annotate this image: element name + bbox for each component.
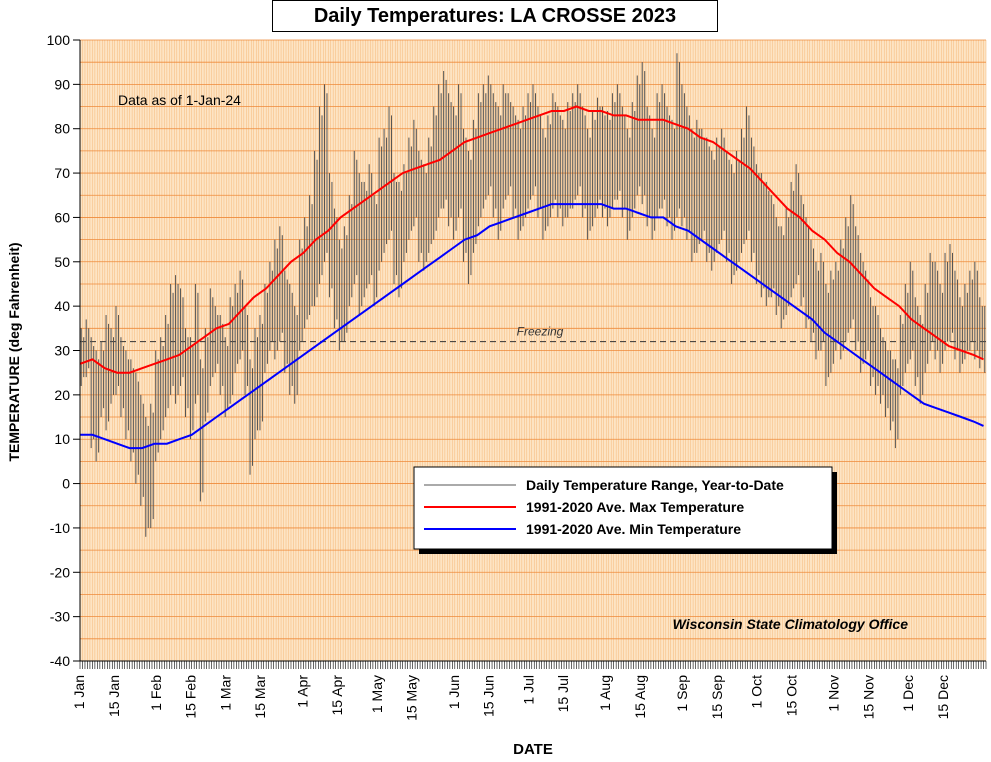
credit-annotation: Wisconsin State Climatology Office — [673, 616, 909, 632]
freezing-label: Freezing — [517, 325, 564, 339]
x-tick-label: 15 Apr — [329, 675, 345, 716]
x-tick-label: 1 Nov — [826, 675, 842, 712]
y-tick-label: 50 — [54, 254, 70, 270]
y-tick-label: 100 — [47, 32, 71, 48]
y-tick-label: 90 — [54, 76, 70, 92]
x-tick-label: 15 Jun — [481, 675, 497, 717]
x-tick-label: 15 Oct — [783, 675, 799, 716]
x-tick-label: 15 Sep — [709, 675, 725, 720]
x-tick-label: 15 Jul — [555, 675, 571, 712]
x-tick-label: 15 Jan — [106, 675, 122, 717]
y-tick-label: 40 — [54, 298, 70, 314]
x-tick-label: 15 Nov — [860, 675, 876, 719]
x-axis-label: DATE — [513, 741, 553, 758]
y-tick-label: 20 — [54, 387, 70, 403]
x-tick-label: 1 Feb — [148, 675, 164, 711]
x-tick-label: 15 Aug — [632, 675, 648, 719]
y-tick-label: 10 — [54, 431, 70, 447]
y-axis-label: TEMPERATURE (deg Fahrenheit) — [6, 242, 22, 461]
x-tick-label: 1 Jun — [446, 675, 462, 709]
x-tick-label: 15 May — [404, 675, 420, 721]
y-tick-label: -30 — [50, 609, 70, 625]
x-tick-label: 1 Jul — [520, 675, 536, 705]
y-tick-label: 60 — [54, 209, 70, 225]
y-tick-label: -10 — [50, 520, 70, 536]
avg-max-line — [79, 105, 984, 374]
x-tick-label: 15 Mar — [252, 675, 268, 719]
legend-entry: 1991-2020 Ave. Max Temperature — [526, 499, 744, 515]
avg-min-line — [80, 203, 984, 450]
data-asof-annotation: Data as of 1-Jan-24 — [118, 92, 241, 108]
chart-title: Daily Temperatures: LA CROSSE 2023 — [272, 0, 718, 32]
x-tick-label: 15 Dec — [935, 675, 951, 719]
y-tick-label: -20 — [50, 564, 70, 580]
x-tick-label: 1 Jan — [71, 675, 87, 709]
y-tick-label: 30 — [54, 343, 70, 359]
x-tick-label: 1 Mar — [217, 675, 233, 711]
x-tick-label: 1 Dec — [900, 675, 916, 712]
x-tick-label: 1 Oct — [749, 675, 765, 709]
y-tick-label: 80 — [54, 121, 70, 137]
legend-entry: Daily Temperature Range, Year-to-Date — [526, 477, 784, 493]
x-tick-label: 1 Aug — [597, 675, 613, 711]
x-tick-label: 1 Sep — [674, 675, 690, 712]
x-tick-label: 1 Apr — [294, 675, 310, 708]
y-tick-label: 0 — [62, 476, 70, 492]
y-tick-label: -40 — [50, 653, 70, 669]
x-tick-label: 1 May — [369, 675, 385, 713]
x-tick-label: 15 Feb — [183, 675, 199, 719]
y-tick-label: 70 — [54, 165, 70, 181]
legend-entry: 1991-2020 Ave. Min Temperature — [526, 521, 741, 537]
